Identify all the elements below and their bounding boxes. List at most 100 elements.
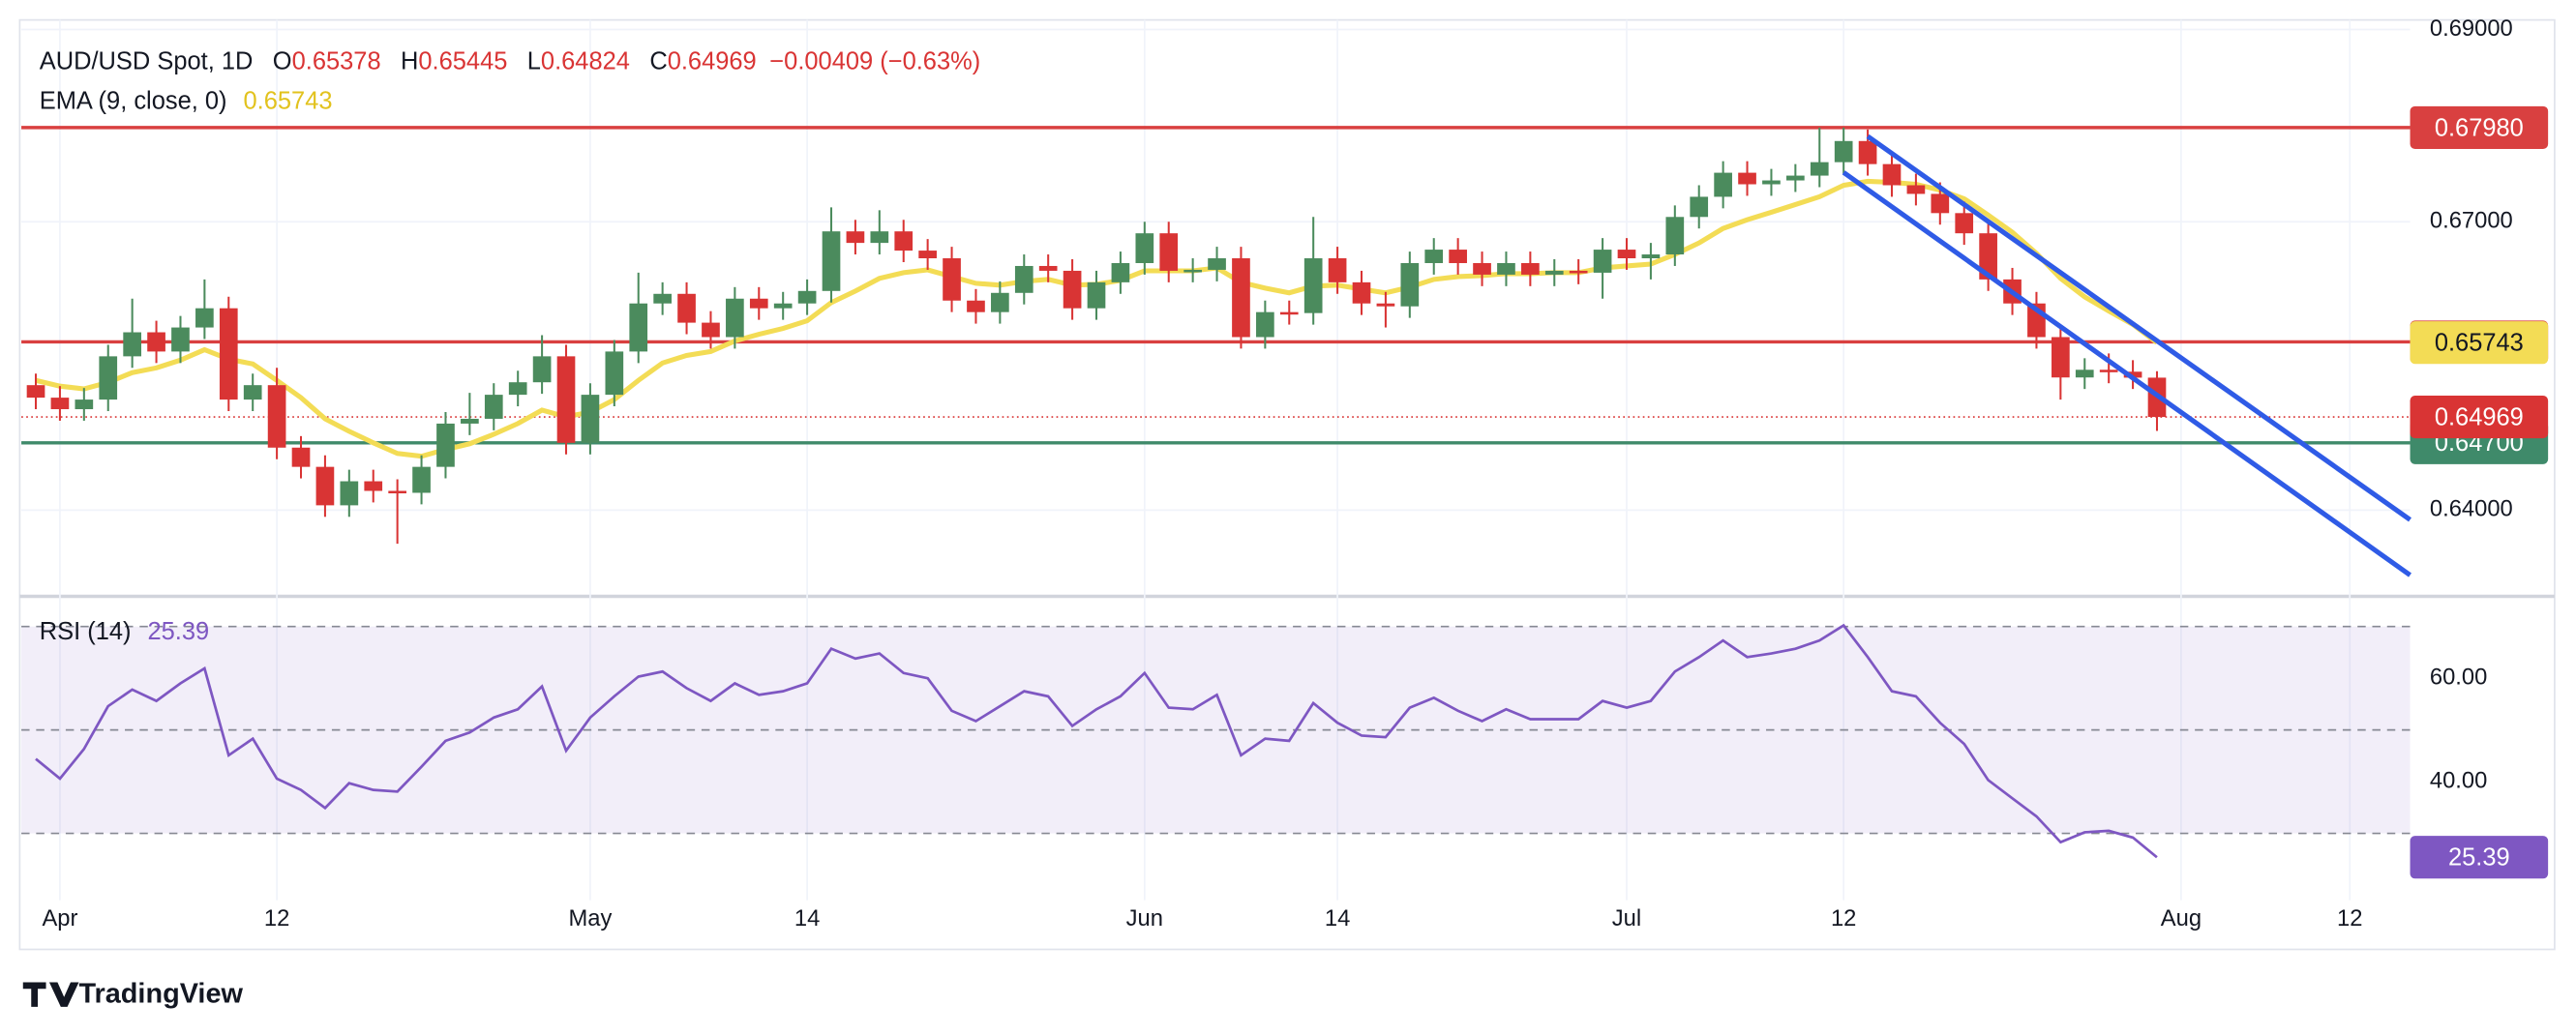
candle-body bbox=[147, 332, 165, 352]
candle bbox=[1906, 173, 1926, 206]
candle bbox=[532, 335, 552, 395]
candle bbox=[1303, 217, 1323, 325]
x-tick-label: 12 bbox=[2337, 905, 2362, 932]
candle bbox=[1593, 238, 1612, 299]
candle-body bbox=[1038, 265, 1058, 271]
candle bbox=[1617, 238, 1636, 270]
candle bbox=[1497, 251, 1515, 286]
x-tick-label: 14 bbox=[1325, 905, 1350, 932]
y-tick-label: 40.00 bbox=[2430, 767, 2487, 793]
candle bbox=[797, 279, 817, 315]
candle bbox=[1690, 185, 1709, 229]
price-tag-label: 25.39 bbox=[2448, 844, 2510, 872]
candle bbox=[1834, 127, 1853, 174]
x-tick-label: Apr bbox=[42, 905, 77, 932]
ema-value: 0.65743 bbox=[244, 87, 333, 114]
candle bbox=[1232, 247, 1250, 349]
legend-rsi: RSI (14) 25.39 bbox=[40, 618, 209, 645]
candle-body bbox=[123, 332, 141, 357]
candle bbox=[1038, 254, 1058, 282]
ohlc-value: 0.65445 bbox=[418, 47, 507, 74]
candle bbox=[75, 388, 94, 421]
candle bbox=[605, 340, 624, 407]
candle-body bbox=[1786, 175, 1805, 181]
candle-body bbox=[943, 258, 961, 301]
candle-body bbox=[1159, 233, 1179, 271]
candle-body bbox=[556, 356, 576, 443]
candle bbox=[1979, 222, 1997, 291]
candle-body bbox=[99, 356, 118, 400]
candle bbox=[702, 310, 720, 349]
candle-body bbox=[508, 382, 527, 396]
candle bbox=[315, 455, 335, 518]
candle-body bbox=[822, 231, 841, 291]
candle bbox=[1449, 238, 1467, 275]
rsi-value: 25.39 bbox=[148, 618, 210, 645]
candle bbox=[846, 220, 865, 255]
candle bbox=[1665, 205, 1685, 266]
candle bbox=[388, 479, 406, 545]
x-tick-label: 14 bbox=[794, 905, 820, 932]
ohlc-letter: L bbox=[527, 47, 541, 74]
y-tick-label: 0.69000 bbox=[2430, 15, 2513, 42]
candle-body bbox=[918, 251, 937, 259]
candle bbox=[147, 320, 165, 364]
candle-body bbox=[1979, 233, 1997, 280]
candle bbox=[1208, 247, 1226, 281]
candle bbox=[1087, 270, 1106, 320]
price-tag bbox=[2410, 321, 2549, 365]
candle-body bbox=[171, 327, 190, 352]
candle-body bbox=[797, 290, 817, 304]
candle-body bbox=[532, 356, 552, 383]
candle bbox=[1521, 251, 1540, 286]
candle bbox=[1714, 161, 1732, 209]
candle-body bbox=[1208, 258, 1226, 270]
candle-body bbox=[967, 300, 985, 312]
ema-name: EMA (9, close, 0) bbox=[40, 87, 227, 114]
candle bbox=[1400, 251, 1420, 318]
candle-body bbox=[291, 447, 311, 467]
y-tick-label: 0.67000 bbox=[2430, 208, 2513, 234]
x-tick-label: Jun bbox=[1126, 905, 1163, 932]
candle-body bbox=[991, 292, 1009, 312]
y-tick-label: 60.00 bbox=[2430, 664, 2487, 690]
candle bbox=[243, 373, 262, 412]
candle-body bbox=[1279, 311, 1299, 315]
candle-body bbox=[726, 298, 744, 338]
candle-body bbox=[677, 293, 696, 323]
candle bbox=[1786, 163, 1805, 192]
candle bbox=[219, 296, 238, 412]
candle-body bbox=[1449, 250, 1467, 263]
channel-line bbox=[1866, 133, 2412, 522]
candle bbox=[99, 344, 118, 412]
candle-body bbox=[1497, 262, 1515, 275]
candle-body bbox=[653, 293, 672, 304]
ohlc-value: 0.65378 bbox=[292, 47, 381, 74]
candle-body bbox=[605, 351, 624, 396]
candle bbox=[1424, 238, 1444, 275]
candle bbox=[1762, 168, 1781, 196]
candle bbox=[1328, 247, 1347, 294]
candle-body bbox=[364, 481, 383, 491]
candle-body bbox=[1641, 254, 1661, 259]
candle-body bbox=[1906, 185, 1926, 194]
candle-body bbox=[50, 398, 70, 410]
candle-body bbox=[1087, 281, 1106, 309]
candle-body bbox=[1858, 140, 1877, 164]
candle bbox=[894, 220, 914, 262]
candle-body bbox=[412, 466, 431, 493]
candle-body bbox=[581, 395, 600, 443]
candle-body bbox=[1256, 311, 1274, 338]
candle bbox=[412, 455, 431, 505]
candle-body bbox=[484, 395, 503, 419]
candle bbox=[291, 435, 311, 479]
candle-body bbox=[1352, 281, 1371, 304]
candle bbox=[2123, 360, 2142, 390]
rsi-name: RSI (14) bbox=[40, 618, 132, 645]
candle bbox=[556, 344, 576, 455]
candle-body bbox=[1714, 172, 1732, 197]
candle bbox=[123, 298, 141, 369]
candle-body bbox=[870, 231, 889, 244]
candle-body bbox=[749, 298, 768, 309]
legend-ema: EMA (9, close, 0) 0.65743 bbox=[40, 87, 333, 114]
